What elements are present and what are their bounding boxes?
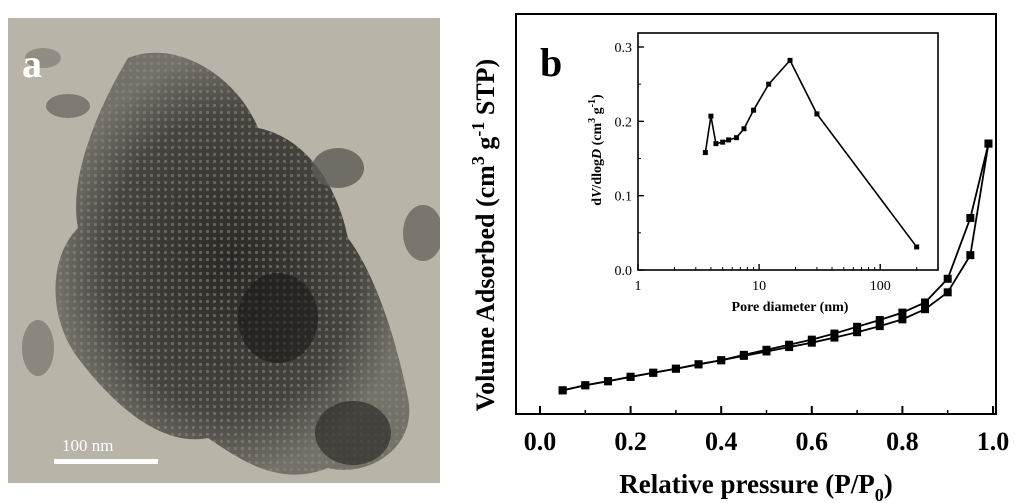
main-data-point [830, 333, 839, 342]
main-data-point [694, 360, 703, 369]
ylabel-sup1: 3 [468, 156, 488, 165]
inset-x-tick-label: 100 [870, 279, 891, 294]
inset-data-point [787, 57, 793, 63]
main-data-point [717, 356, 726, 365]
inset-series-line [704, 58, 918, 248]
ylabel-sup2: -1 [468, 122, 488, 137]
main-data-point [875, 316, 884, 325]
main-data-point [853, 322, 862, 331]
ylabel-part3: STP) [471, 59, 500, 122]
main-data-point [558, 386, 567, 395]
main-data-point [921, 305, 930, 314]
inset-ylabel-D: D [590, 149, 605, 160]
xlabel-part1: Relative pressure (P/P [619, 469, 874, 499]
main-data-point [830, 329, 839, 338]
inset-data-point [814, 111, 820, 117]
main-data-point [921, 298, 930, 307]
inset-ylabel-part4: g [590, 107, 605, 118]
inset-data-point [713, 141, 719, 147]
inset-series-group [702, 57, 920, 250]
inset-y-axis-label: dV/dlogD (cm3 g-1) [587, 94, 605, 206]
inset-y-tick-label: 0.0 [615, 264, 633, 279]
main-data-point [785, 340, 794, 349]
inset-ylabel-sup2: -1 [587, 99, 598, 107]
xlabel-subscript: 0 [875, 485, 884, 503]
main-data-point [966, 213, 975, 222]
main-data-point [898, 315, 907, 324]
main-data-point [671, 364, 680, 373]
panel-label-b: b [540, 40, 562, 85]
inset-y-tick-label: 0.3 [615, 41, 633, 56]
main-data-point [649, 368, 658, 377]
main-data-point [626, 372, 635, 381]
main-data-point [762, 345, 771, 354]
main-x-axis-label: Relative pressure (P/P0) [619, 469, 892, 503]
main-data-point [603, 377, 612, 386]
main-x-tick-label: 0.8 [886, 427, 919, 456]
scale-bar-label: 100 nm [62, 436, 114, 455]
tem-image: a 100 nm [8, 18, 440, 483]
main-x-tick-label: 0.0 [524, 427, 557, 456]
main-x-tick-labels: 0.0 0.2 0.4 0.6 0.8 1.0 [524, 427, 1010, 456]
scale-bar [54, 459, 158, 464]
inset-plot-frame [637, 32, 939, 271]
main-x-tick-marks [539, 406, 994, 414]
inset-data-point [766, 81, 772, 87]
main-x-tick-label: 0.4 [705, 427, 738, 456]
ylabel-part2: g [471, 137, 500, 157]
inset-ylabel-V: V [590, 187, 605, 198]
main-data-point [875, 322, 884, 331]
inset-x-tick-label: 1 [635, 279, 642, 294]
inset-x-axis-label: Pore diameter (nm) [732, 300, 849, 315]
inset-data-point [726, 137, 732, 143]
inset-ylabel-part2: /dlog [590, 159, 605, 190]
main-x-tick-label: 0.2 [614, 427, 647, 456]
ylabel-part1: Volume Adsorbed (cm [471, 165, 500, 411]
panel-label-a: a [22, 41, 42, 86]
inset-data-point [914, 244, 920, 250]
inset-data-point [702, 150, 708, 156]
main-data-point [898, 308, 907, 317]
main-plot-frame [515, 13, 997, 415]
inset-tick-marks [637, 46, 918, 271]
main-y-axis-label: Volume Adsorbed (cm3 g-1 STP) [468, 59, 500, 411]
inset-data-point [733, 135, 739, 141]
main-data-point [739, 350, 748, 359]
inset-data-point [751, 107, 757, 113]
main-data-point [943, 274, 952, 283]
tem-particle-graphic [8, 18, 440, 483]
inset-data-point [720, 139, 726, 145]
main-data-point [943, 288, 952, 297]
main-data-point [966, 251, 975, 260]
main-data-point [853, 328, 862, 337]
main-data-point [807, 335, 816, 344]
inset-tick-labels: 1 10 100 0.0 0.1 0.2 0.3 [615, 41, 891, 294]
main-data-point [581, 381, 590, 390]
inset-ylabel-part1: d [590, 198, 605, 206]
main-x-tick-label: 1.0 [977, 427, 1010, 456]
inset-ylabel-part5: ) [590, 94, 605, 99]
inset-x-tick-label: 10 [752, 279, 766, 294]
inset-data-point [708, 113, 714, 119]
main-x-tick-label: 0.6 [796, 427, 829, 456]
inset-y-tick-label: 0.1 [615, 190, 633, 205]
inset-ylabel-part3: (cm [590, 122, 605, 148]
inset-y-tick-label: 0.2 [615, 115, 633, 130]
inset-ylabel-sup1: 3 [587, 118, 598, 123]
main-data-point [984, 139, 993, 148]
inset-data-point [741, 126, 747, 132]
main-series-group [558, 139, 993, 395]
xlabel-part3: ) [884, 469, 893, 499]
